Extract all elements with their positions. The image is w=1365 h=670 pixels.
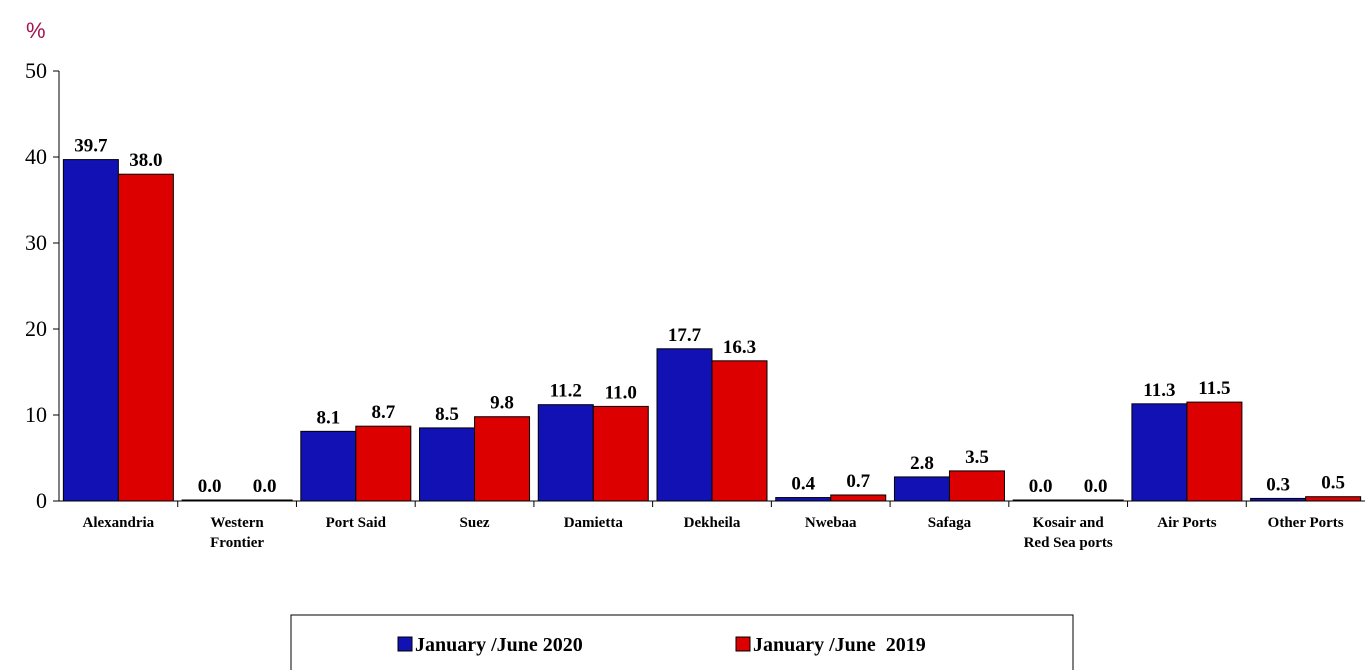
data-label: 0.0 <box>198 476 222 497</box>
x-tick-label: Suez <box>460 515 490 531</box>
x-tick-label: Dekheila <box>684 515 741 531</box>
data-label: 0.5 <box>1321 473 1345 494</box>
y-axis: 0 10 20 30 40 50 <box>25 58 60 513</box>
x-tick-label-line: Alexandria <box>83 515 155 531</box>
data-label: 39.7 <box>74 136 108 157</box>
x-tick-label: Port Said <box>326 515 387 531</box>
bar <box>62 159 119 502</box>
x-axis: Alexandria Western Frontier Port Said Suez Da… <box>59 500 1365 551</box>
data-labels: 39.7 38.0 0.0 0.0 8.1 8.7 8.5 9.8 11.2 11.0 17.7 16… <box>74 136 1345 497</box>
data-label: 0.0 <box>253 476 277 497</box>
x-tick-label-line: Nwebaa <box>805 515 857 531</box>
legend-label: January /June 2020 <box>415 634 583 656</box>
x-tick-label: Western Frontier <box>210 515 264 551</box>
data-label: 0.0 <box>1084 476 1108 497</box>
bars <box>62 159 1362 502</box>
data-label: 11.0 <box>605 382 637 403</box>
x-tick-label: Air Ports <box>1157 515 1216 531</box>
bar <box>117 173 174 502</box>
data-label: 8.7 <box>371 402 395 423</box>
x-tick-label: Damietta <box>564 515 624 531</box>
legend-swatch <box>397 636 413 652</box>
legend-box <box>290 614 1074 670</box>
x-tick-label-line: Suez <box>460 515 490 531</box>
data-label: 3.5 <box>965 447 989 468</box>
bar <box>592 405 649 502</box>
x-tick-label: Other Ports <box>1268 515 1344 531</box>
y-tick-label: 50 <box>25 58 47 83</box>
bar <box>355 425 412 502</box>
data-label: 8.1 <box>316 407 340 428</box>
bar <box>537 404 594 502</box>
y-tick-label: 30 <box>25 230 47 255</box>
x-tick-label-line: Kosair and <box>1033 515 1105 531</box>
x-tick-label: Safaga <box>928 515 972 531</box>
y-tick-label: 10 <box>25 402 47 427</box>
data-label: 17.7 <box>668 325 702 346</box>
x-tick-label-line: Western <box>210 515 264 531</box>
bar <box>1131 403 1188 502</box>
bar <box>300 430 357 502</box>
x-tick-label-line: Dekheila <box>684 515 741 531</box>
x-tick-label-line: Other Ports <box>1268 515 1344 531</box>
bar <box>656 348 713 502</box>
y-unit-label: % <box>26 18 46 43</box>
data-label: 0.3 <box>1266 474 1290 495</box>
bar <box>419 427 476 502</box>
bar <box>948 470 1005 502</box>
data-label: 2.8 <box>910 453 934 474</box>
x-tick-label-line: Red Sea ports <box>1024 535 1113 551</box>
x-tick-label-line: Safaga <box>928 515 972 531</box>
bar <box>711 360 768 502</box>
legend: January /June 2020 January /June 2019 <box>290 614 1074 670</box>
x-tick-label: Nwebaa <box>805 515 857 531</box>
bar <box>893 476 950 502</box>
data-label: 0.4 <box>791 474 815 495</box>
data-label: 11.3 <box>1143 380 1175 401</box>
data-label: 16.3 <box>723 337 756 358</box>
bar <box>775 497 832 502</box>
legend-swatch <box>735 636 751 652</box>
data-label: 9.8 <box>490 393 514 414</box>
data-label: 0.7 <box>846 471 870 492</box>
legend-label: January /June 2019 <box>753 634 926 656</box>
y-tick-label: 40 <box>25 144 47 169</box>
bar <box>1305 496 1362 502</box>
data-label: 11.5 <box>1198 378 1230 399</box>
data-label: 0.0 <box>1029 476 1053 497</box>
x-tick-label-line: Damietta <box>564 515 624 531</box>
data-label: 11.2 <box>550 381 582 402</box>
bar <box>830 494 887 502</box>
y-tick-label: 0 <box>36 488 47 513</box>
data-label: 8.5 <box>435 404 459 425</box>
x-tick-label-line: Frontier <box>210 535 264 551</box>
x-tick-label-line: Air Ports <box>1157 515 1216 531</box>
x-tick-label: Alexandria <box>83 515 155 531</box>
bar <box>474 416 531 502</box>
x-tick-label-line: Port Said <box>326 515 387 531</box>
data-label: 38.0 <box>129 150 162 171</box>
y-tick-label: 20 <box>25 316 47 341</box>
x-tick-label: Kosair and Red Sea ports <box>1024 515 1113 551</box>
bar <box>1186 401 1243 502</box>
